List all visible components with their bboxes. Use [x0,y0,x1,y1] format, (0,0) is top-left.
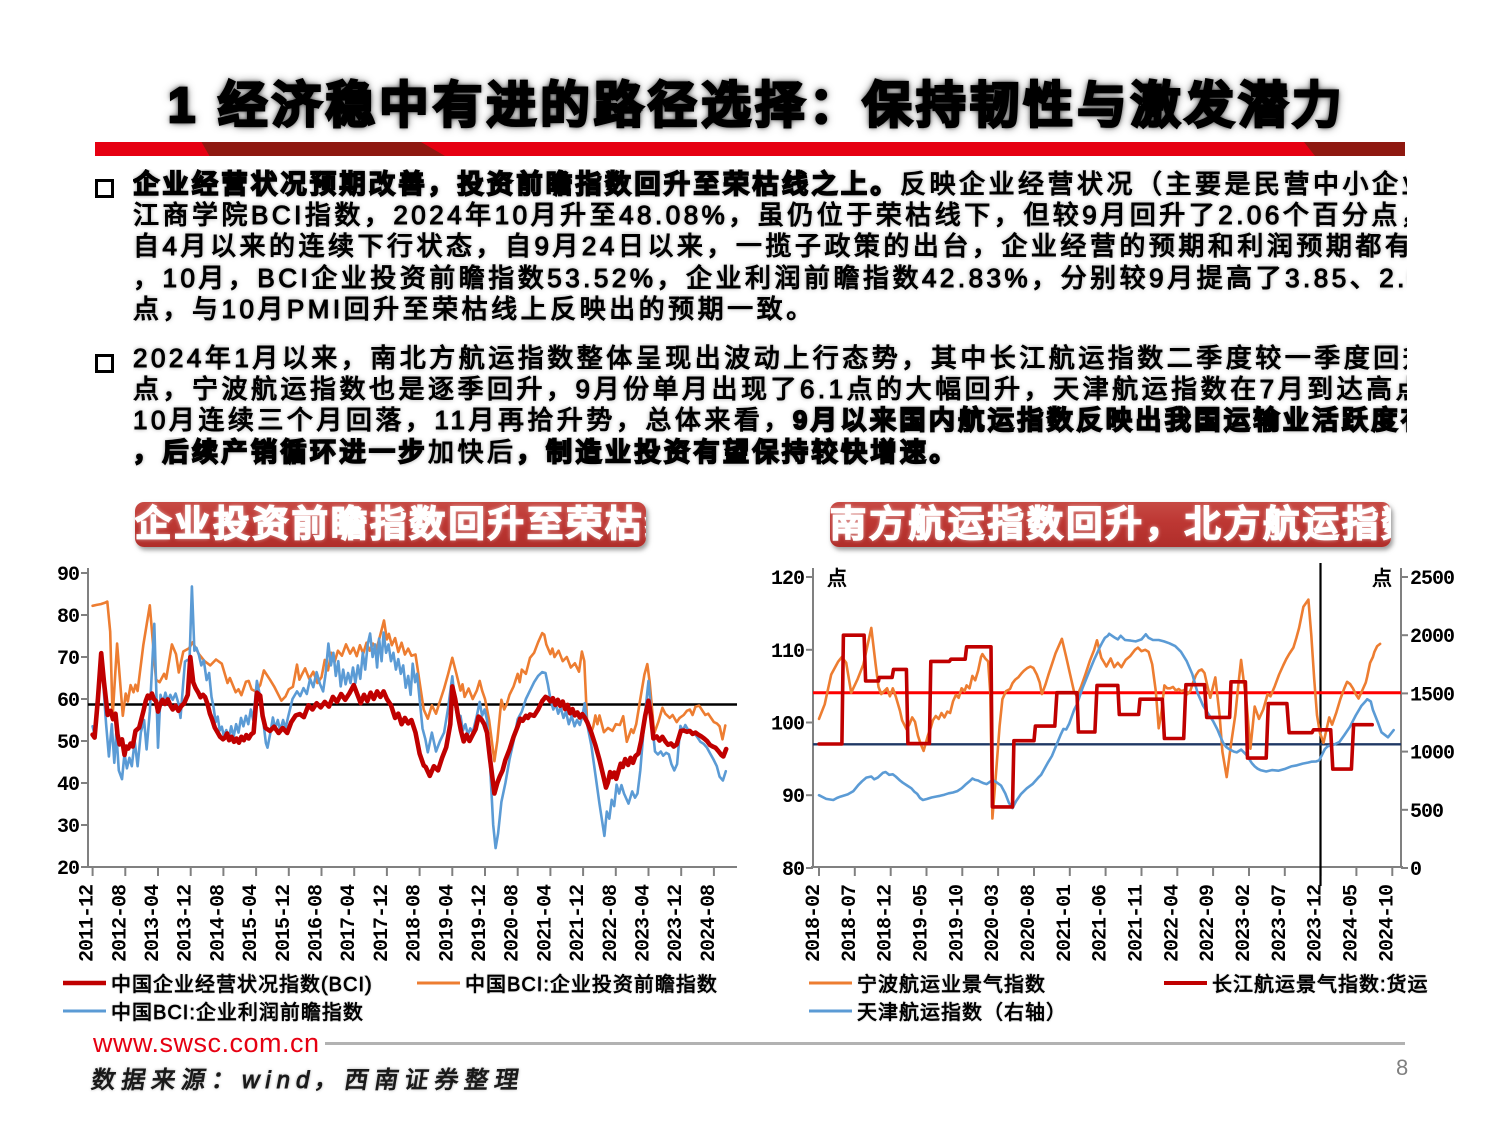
svg-text:2021-11: 2021-11 [1126,884,1149,962]
svg-text:2023-04: 2023-04 [633,884,656,962]
svg-text:2021-12: 2021-12 [567,885,590,962]
svg-text:1500: 1500 [1410,684,1454,707]
svg-text:2024-05: 2024-05 [1340,885,1363,962]
svg-text:120: 120 [771,568,804,591]
svg-text:60: 60 [57,690,79,713]
svg-text:2021-06: 2021-06 [1090,885,1113,962]
svg-text:2017-04: 2017-04 [338,884,361,962]
svg-text:110: 110 [771,641,804,664]
svg-text:2024-10: 2024-10 [1376,885,1399,962]
svg-text:2023-07: 2023-07 [1269,885,1292,962]
svg-text:2020-03: 2020-03 [982,885,1005,962]
svg-text:2023-02: 2023-02 [1233,885,1256,962]
svg-text:2024-08: 2024-08 [698,885,721,962]
svg-text:2014-08: 2014-08 [207,885,230,962]
svg-text:1000: 1000 [1410,743,1454,766]
svg-text:2500: 2500 [1410,568,1454,591]
svg-text:2019-12: 2019-12 [469,885,492,962]
svg-text:90: 90 [57,564,79,587]
svg-text:2018-08: 2018-08 [404,885,427,962]
svg-text:2013-12: 2013-12 [175,885,198,962]
svg-text:100: 100 [771,714,804,737]
svg-text:0: 0 [1410,859,1421,882]
svg-text:2018-07: 2018-07 [839,885,862,962]
svg-text:2012-08: 2012-08 [109,885,132,962]
svg-text:2019-10: 2019-10 [946,885,969,962]
svg-text:2021-04: 2021-04 [534,884,557,962]
svg-text:2023-12: 2023-12 [665,885,688,962]
svg-text:50: 50 [57,732,79,755]
svg-text:2020-08: 2020-08 [1018,885,1041,962]
svg-text:2000: 2000 [1410,626,1454,649]
svg-text:2020-08: 2020-08 [502,885,525,962]
svg-text:40: 40 [57,774,79,797]
svg-text:80: 80 [57,606,79,629]
svg-text:2016-08: 2016-08 [306,885,329,962]
svg-text:500: 500 [1410,801,1443,824]
svg-text:2015-12: 2015-12 [273,885,296,962]
svg-text:70: 70 [57,648,79,671]
svg-text:2022-08: 2022-08 [600,885,623,962]
svg-text:2018-02: 2018-02 [803,885,826,962]
svg-text:2019-05: 2019-05 [911,885,934,962]
svg-text:2022-09: 2022-09 [1197,885,1220,962]
svg-text:2019-04: 2019-04 [436,884,459,962]
svg-text:2023-12: 2023-12 [1305,885,1328,962]
svg-text:20: 20 [57,858,79,881]
svg-text:2015-04: 2015-04 [240,884,263,962]
svg-text:2022-04: 2022-04 [1161,884,1184,962]
svg-text:2011-12: 2011-12 [77,885,100,962]
svg-text:80: 80 [782,859,804,882]
svg-text:30: 30 [57,816,79,839]
svg-text:2017-12: 2017-12 [371,885,394,962]
svg-text:2018-12: 2018-12 [875,885,898,962]
svg-text:2013-04: 2013-04 [142,884,165,962]
svg-text:2021-01: 2021-01 [1054,884,1077,962]
svg-text:90: 90 [782,786,804,809]
